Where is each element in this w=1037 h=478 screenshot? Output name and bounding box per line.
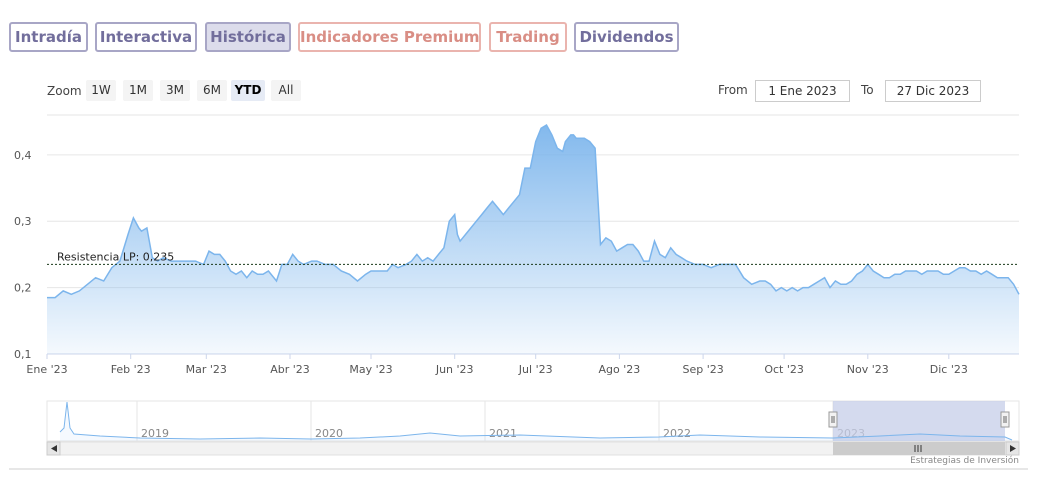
navigator-area [60, 402, 1012, 441]
navigator-line [59, 401, 1013, 441]
zoom-label: Zoom [47, 84, 82, 98]
tab-indicadores-premium[interactable]: Indicadores Premium [298, 22, 481, 52]
zoom-1w-button[interactable]: 1W [86, 80, 116, 101]
x-tick-label: Ago '23 [599, 363, 641, 376]
tab-intradia[interactable]: Intradía [9, 22, 88, 52]
navigator-year-label: 2019 [141, 427, 169, 440]
x-tick-label: Oct '23 [764, 363, 804, 376]
navigator-scrollbar-thumb[interactable] [833, 442, 1005, 455]
zoom-3m-button[interactable]: 3M [160, 80, 190, 101]
arrow-left-icon [51, 445, 57, 452]
from-date-input[interactable]: 1 Ene 2023 [755, 80, 850, 102]
y-tick-label: 0,3 [14, 215, 32, 228]
x-tick-label: Sep '23 [682, 363, 723, 376]
zoom-6m-button[interactable]: 6M [197, 80, 227, 101]
y-tick-label: 0,4 [14, 149, 32, 162]
tab-interactiva[interactable]: Interactiva [95, 22, 197, 52]
x-tick-label: Dic '23 [930, 363, 968, 376]
navigator-handle[interactable] [828, 411, 838, 428]
x-tick-label: Ene '23 [26, 363, 67, 376]
tab-dividendos[interactable]: Dividendos [574, 22, 679, 52]
navigator-year-label: 2021 [489, 427, 517, 440]
y-tick-label: 0,2 [14, 282, 32, 295]
from-label: From [718, 83, 748, 97]
zoom-all-button[interactable]: All [271, 80, 301, 101]
to-date-input[interactable]: 27 Dic 2023 [885, 80, 981, 102]
x-tick-label: Abr '23 [270, 363, 310, 376]
arrow-right-icon [1010, 445, 1016, 452]
x-tick-label: Mar '23 [186, 363, 227, 376]
series-line [47, 123, 1020, 299]
tab-trading[interactable]: Trading [489, 22, 567, 52]
series-area [47, 125, 1019, 354]
tab-historica[interactable]: Histórica [205, 22, 291, 52]
to-label: To [861, 83, 874, 97]
zoom-ytd-button[interactable]: YTD [231, 80, 265, 101]
x-tick-label: May '23 [349, 363, 392, 376]
navigator-handle[interactable] [1000, 411, 1010, 428]
x-tick-label: Jun '23 [435, 363, 474, 376]
navigator-year-label: 2020 [315, 427, 343, 440]
resistance-label: Resistencia LP: 0,235 [57, 250, 174, 263]
x-tick-label: Nov '23 [847, 363, 889, 376]
zoom-1m-button[interactable]: 1M [123, 80, 153, 101]
credits-text: Estrategias de Inversión [910, 456, 1019, 466]
y-tick-label: 0,1 [14, 348, 32, 361]
x-tick-label: Jul '23 [518, 363, 553, 376]
x-tick-label: Feb '23 [111, 363, 151, 376]
